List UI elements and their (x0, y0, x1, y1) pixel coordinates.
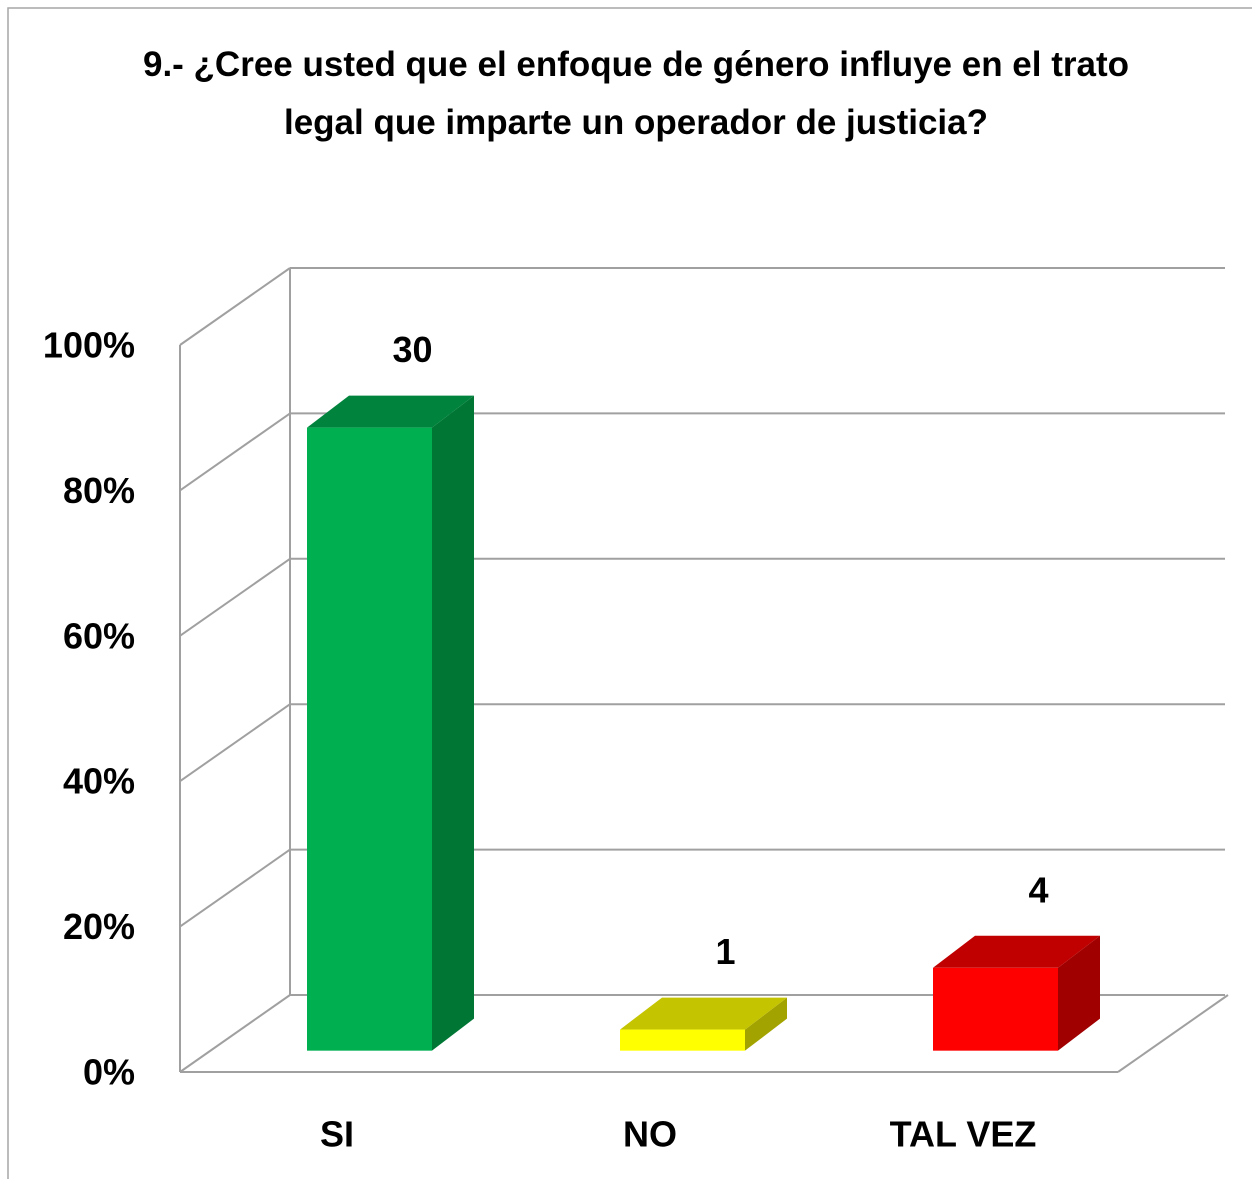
bar-side (745, 997, 787, 1051)
bar-side (1058, 935, 1100, 1051)
y-tick-label: 80% (63, 470, 135, 511)
data-label: 1 (715, 931, 735, 972)
bar (307, 427, 432, 1051)
x-tick-label: NO (623, 1114, 677, 1155)
grid-line (179, 994, 291, 1073)
grid-line (179, 557, 291, 637)
bar-top (620, 997, 787, 1030)
grid-line (179, 848, 291, 928)
bar-top (933, 935, 1100, 968)
bar (933, 967, 1058, 1051)
y-tick-label: 0% (83, 1052, 135, 1093)
bar-top (307, 395, 474, 428)
data-label: 4 (1028, 869, 1048, 910)
grid-line (179, 267, 291, 346)
grid-line (179, 412, 291, 492)
bar (620, 1029, 745, 1051)
y-tick-label: 40% (63, 761, 135, 802)
floor-edge (1117, 994, 1229, 1073)
y-tick-label: 20% (63, 906, 135, 947)
data-label: 30 (392, 329, 432, 370)
grid-line (179, 703, 291, 783)
x-tick-label: TAL VEZ (890, 1114, 1037, 1155)
x-tick-label: SI (320, 1114, 354, 1155)
bar-side (432, 395, 474, 1051)
y-tick-label: 100% (43, 325, 135, 366)
chart-title: 9.- ¿Cree usted que el enfoque de género… (142, 45, 1129, 142)
frame (7, 7, 1252, 1179)
y-tick-label: 60% (63, 615, 135, 656)
